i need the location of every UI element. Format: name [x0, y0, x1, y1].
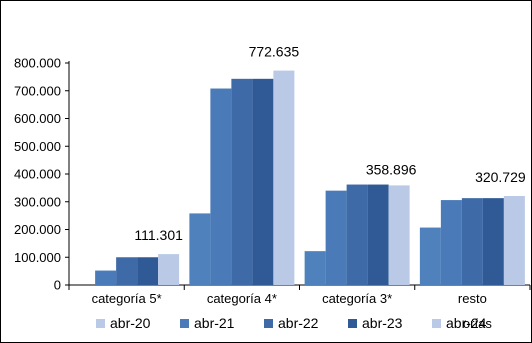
x-category-label: categoría 4* — [207, 291, 277, 306]
bar-abr-21-4 — [440, 200, 462, 285]
bar-abr-24-1 — [158, 254, 180, 285]
y-tick-label: 800.000 — [14, 56, 61, 71]
y-tick-label: 600.000 — [14, 111, 61, 126]
x-category-label: categoría 3* — [322, 291, 392, 306]
x-category-label: categoría 5* — [92, 291, 162, 306]
bar-abr-20-2 — [189, 213, 211, 285]
legend-swatch-abr-22 — [264, 319, 273, 328]
bar-abr-24-3 — [388, 185, 410, 285]
axes: 0 100.000 200.000 300.000 400.000 500.000 600.… — [14, 56, 531, 331]
y-tick-label: 0 — [54, 278, 61, 293]
bars — [95, 70, 525, 286]
bar-abr-23-1 — [137, 257, 159, 285]
bar-abr-23-3 — [367, 184, 389, 285]
data-label: 772.635 — [249, 44, 300, 60]
legend-swatch-abr-21 — [180, 319, 189, 328]
data-label: 111.301 — [134, 227, 183, 243]
legend: abr-20 abr-21 abr-22 abr-23 abr-24 — [96, 315, 487, 331]
legend-label: abr-21 — [194, 315, 235, 331]
legend-swatch-abr-24 — [432, 319, 441, 328]
legend-label: abr-24 — [446, 315, 487, 331]
legend-swatch-abr-20 — [96, 319, 105, 328]
y-tick-label: 700.000 — [14, 83, 61, 98]
x-category-label: resto — [458, 291, 487, 306]
y-tick-label: 500.000 — [14, 139, 61, 154]
y-tick-label: 200.000 — [14, 222, 61, 237]
bar-abr-21-2 — [210, 88, 232, 285]
legend-swatch-abr-23 — [348, 319, 357, 328]
bar-abr-22-2 — [231, 78, 253, 285]
y-tick-label: 100.000 — [14, 250, 61, 265]
legend-label: abr-22 — [278, 315, 319, 331]
bar-abr-20-3 — [304, 251, 326, 285]
bar-abr-22-3 — [346, 184, 368, 285]
bar-abr-22-1 — [116, 257, 138, 285]
bar-abr-21-1 — [95, 270, 117, 285]
bar-abr-23-4 — [482, 198, 504, 285]
bar-abr-24-2 — [273, 70, 295, 286]
bar-abr-24-4 — [503, 195, 525, 285]
data-label: 320.729 — [475, 169, 526, 185]
bar-abr-23-2 — [252, 78, 274, 285]
legend-label: abr-23 — [362, 315, 403, 331]
y-tick-label: 400.000 — [14, 167, 61, 182]
y-tick-label: 300.000 — [14, 194, 61, 209]
x-category-label: orías — [463, 316, 492, 331]
legend-label: abr-20 — [110, 315, 151, 331]
data-label: 358.896 — [366, 161, 417, 177]
bar-abr-22-4 — [461, 198, 483, 285]
data-labels: 111.301 772.635 358.896 320.729 — [134, 44, 526, 244]
bar-abr-20-4 — [419, 227, 441, 285]
bar-abr-21-3 — [325, 190, 347, 285]
